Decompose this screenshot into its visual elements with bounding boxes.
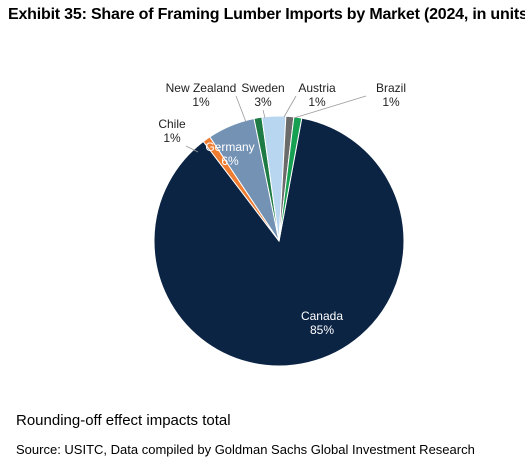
chart-title: Exhibit 35: Share of Framing Lumber Impo…	[8, 6, 525, 23]
slice-labels: Canada 85% Chile 1% Germany 6% New Zealand 1%Sw…	[158, 81, 406, 337]
label-sweden: Sweden 3%	[241, 81, 284, 109]
label-canada: Canada 85%	[301, 309, 343, 337]
pie-slices	[153, 115, 405, 367]
source-note: Source: USITC, Data compiled by Goldman …	[16, 442, 475, 457]
leader-sweden	[262, 109, 266, 119]
slice-brazil	[278, 116, 303, 242]
label-new-zealand: New Zealand 1%	[166, 81, 237, 109]
leader-lines	[185, 95, 367, 153]
pie-chart: Canada 85% Chile 1% Germany 6% New Zealand 1%Sw…	[153, 81, 406, 367]
label-chile: Chile 1%	[158, 117, 186, 145]
footnote: Rounding-off effect impacts total	[16, 412, 231, 429]
leader-chile	[185, 145, 199, 153]
leader-brazil	[293, 95, 367, 119]
leader-austria	[283, 95, 297, 118]
label-germany: Germany 6%	[205, 140, 254, 168]
label-brazil: Brazil 1%	[376, 81, 406, 109]
label-austria: Austria 1%	[298, 81, 336, 109]
slice-canada	[153, 117, 405, 367]
leader-new-zealand	[235, 95, 247, 123]
